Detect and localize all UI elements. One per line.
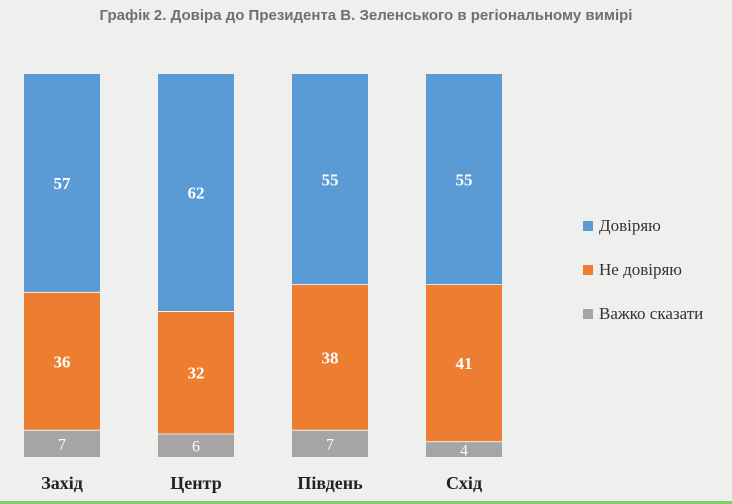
legend-swatch <box>583 221 593 231</box>
bar-Центр-Важко сказати <box>158 434 234 457</box>
category-label: Захід <box>41 473 83 493</box>
legend-swatch <box>583 309 593 319</box>
category-labels: Захід Центр Південь Схід <box>41 473 482 493</box>
category-label: Схід <box>446 473 482 493</box>
chart-title: Графік 2. Довіра до Президента В. Зеленс… <box>100 7 633 24</box>
bar-Південь-Не довіряю <box>292 284 368 431</box>
data-label: 36 <box>54 352 71 371</box>
data-label: 4 <box>460 442 468 459</box>
data-label: 55 <box>322 170 339 189</box>
data-label: 38 <box>322 348 339 367</box>
data-label: 32 <box>188 364 205 383</box>
bar-Захід-Не довіряю <box>24 292 100 431</box>
bar-Центр-Довіряю <box>158 74 234 312</box>
bar-Південь-Важко сказати <box>292 430 368 457</box>
data-label: 41 <box>456 354 473 373</box>
legend-label: Важко сказати <box>599 304 703 323</box>
bar-Схід-Довіряю <box>426 74 502 285</box>
data-label: 55 <box>456 170 473 189</box>
category-label: Південь <box>297 473 363 493</box>
bar-Південь-Довіряю <box>292 74 368 285</box>
bar-Схід-Важко сказати <box>426 441 502 457</box>
bar-Захід-Довіряю <box>24 74 100 293</box>
bars-group: 57 36 7 62 32 6 55 38 7 55 41 4 <box>24 74 502 459</box>
bar-Схід-Не довіряю <box>426 284 502 442</box>
data-label: 6 <box>192 439 200 456</box>
bar-Центр-Не довіряю <box>158 311 234 435</box>
data-label: 57 <box>54 174 72 193</box>
data-label: 7 <box>326 437 334 454</box>
data-label: 62 <box>188 184 205 203</box>
legend: Довіряю Не довіряю Важко сказати <box>583 216 703 323</box>
data-label: 7 <box>58 437 66 454</box>
category-label: Центр <box>170 473 221 493</box>
bottom-accent-line <box>0 501 732 504</box>
legend-label: Не довіряю <box>599 260 682 279</box>
legend-label: Довіряю <box>599 216 661 235</box>
legend-swatch <box>583 265 593 275</box>
bar-Захід-Важко сказати <box>24 430 100 457</box>
